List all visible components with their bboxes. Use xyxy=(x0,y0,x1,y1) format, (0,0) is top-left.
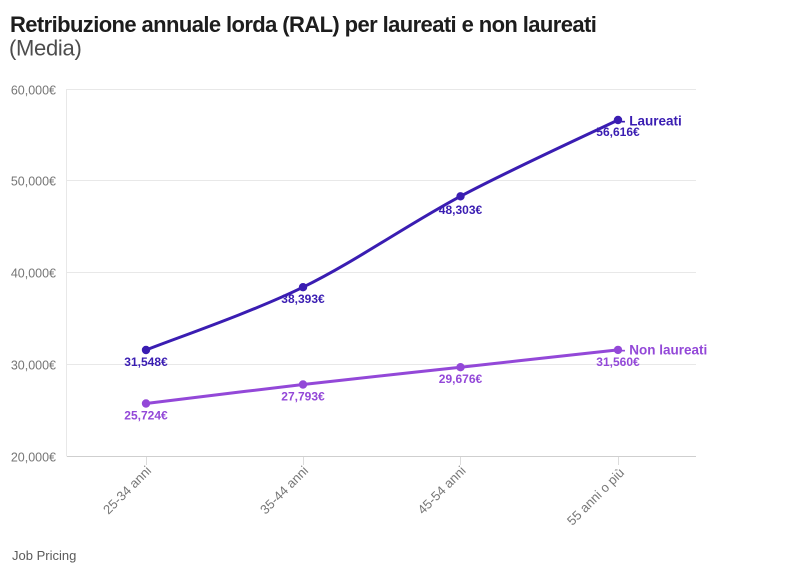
svg-text:27,793€: 27,793€ xyxy=(281,390,325,404)
svg-text:31,560€: 31,560€ xyxy=(596,355,640,369)
svg-text:40,000€: 40,000€ xyxy=(11,267,56,281)
svg-text:- Non laureati: - Non laureati xyxy=(621,343,707,358)
svg-text:- Laureati: - Laureati xyxy=(621,114,682,129)
svg-text:31,548€: 31,548€ xyxy=(124,355,168,369)
svg-text:30,000€: 30,000€ xyxy=(11,359,56,373)
svg-text:29,676€: 29,676€ xyxy=(439,372,483,386)
svg-text:(Media): (Media) xyxy=(9,36,81,61)
svg-text:56,616€: 56,616€ xyxy=(596,125,640,139)
svg-text:20,000€: 20,000€ xyxy=(11,451,56,465)
svg-text:Job Pricing: Job Pricing xyxy=(12,548,76,563)
svg-text:60,000€: 60,000€ xyxy=(11,84,56,98)
svg-text:48,303€: 48,303€ xyxy=(439,203,483,217)
svg-text:25,724€: 25,724€ xyxy=(124,409,168,423)
svg-text:Retribuzione annuale lorda (RA: Retribuzione annuale lorda (RAL) per lau… xyxy=(10,12,596,37)
svg-text:50,000€: 50,000€ xyxy=(11,175,56,189)
svg-text:38,393€: 38,393€ xyxy=(281,292,325,306)
